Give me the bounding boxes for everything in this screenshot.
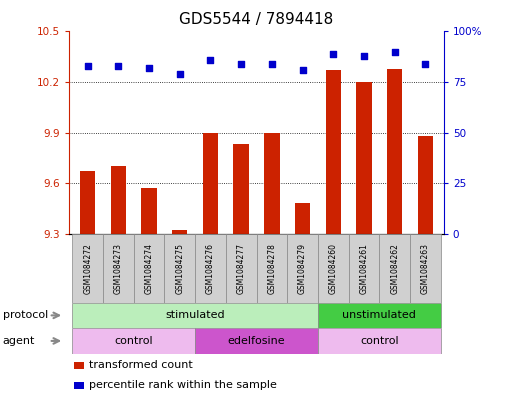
- Bar: [72, 303, 318, 328]
- Text: control: control: [360, 336, 399, 346]
- Text: GSM1084261: GSM1084261: [360, 243, 368, 294]
- Bar: [74, 362, 84, 369]
- Bar: [264, 133, 280, 234]
- Bar: [356, 82, 371, 234]
- Text: GSM1084262: GSM1084262: [390, 243, 399, 294]
- Bar: [72, 328, 195, 354]
- Point: [206, 57, 214, 63]
- Text: GSM1084263: GSM1084263: [421, 243, 430, 294]
- Bar: [318, 234, 349, 303]
- Bar: [164, 234, 195, 303]
- Point: [360, 53, 368, 59]
- Point: [175, 71, 184, 77]
- Text: GSM1084272: GSM1084272: [83, 243, 92, 294]
- Bar: [226, 234, 256, 303]
- Bar: [172, 230, 187, 234]
- Bar: [203, 133, 218, 234]
- Bar: [318, 328, 441, 354]
- Bar: [134, 234, 164, 303]
- Point: [299, 67, 307, 73]
- Bar: [195, 234, 226, 303]
- Bar: [349, 234, 379, 303]
- Text: GSM1084279: GSM1084279: [298, 243, 307, 294]
- Bar: [111, 166, 126, 234]
- Point: [421, 61, 429, 67]
- Bar: [195, 328, 318, 354]
- Bar: [418, 136, 433, 234]
- Bar: [80, 171, 95, 234]
- Bar: [318, 303, 441, 328]
- Point: [237, 61, 245, 67]
- Bar: [233, 145, 249, 234]
- Text: GSM1084276: GSM1084276: [206, 243, 215, 294]
- Text: transformed count: transformed count: [89, 360, 192, 371]
- Point: [329, 51, 338, 57]
- Text: control: control: [114, 336, 153, 346]
- Text: protocol: protocol: [3, 310, 48, 320]
- Bar: [287, 234, 318, 303]
- Point: [268, 61, 276, 67]
- Text: GSM1084277: GSM1084277: [236, 243, 246, 294]
- Bar: [387, 68, 402, 234]
- Bar: [256, 234, 287, 303]
- Bar: [326, 70, 341, 234]
- Bar: [379, 234, 410, 303]
- Text: agent: agent: [3, 336, 35, 346]
- Bar: [74, 382, 84, 389]
- Text: GSM1084273: GSM1084273: [114, 243, 123, 294]
- Text: GSM1084274: GSM1084274: [145, 243, 153, 294]
- Bar: [410, 234, 441, 303]
- Bar: [103, 234, 134, 303]
- Point: [114, 63, 123, 69]
- Bar: [72, 234, 103, 303]
- Point: [145, 65, 153, 71]
- Text: GDS5544 / 7894418: GDS5544 / 7894418: [180, 12, 333, 27]
- Text: GSM1084275: GSM1084275: [175, 243, 184, 294]
- Text: GSM1084260: GSM1084260: [329, 243, 338, 294]
- Point: [84, 63, 92, 69]
- Bar: [295, 204, 310, 234]
- Bar: [142, 188, 157, 234]
- Point: [390, 48, 399, 55]
- Text: unstimulated: unstimulated: [342, 310, 416, 320]
- Text: edelfosine: edelfosine: [228, 336, 285, 346]
- Text: stimulated: stimulated: [165, 310, 225, 320]
- Text: percentile rank within the sample: percentile rank within the sample: [89, 380, 277, 390]
- Text: GSM1084278: GSM1084278: [267, 243, 277, 294]
